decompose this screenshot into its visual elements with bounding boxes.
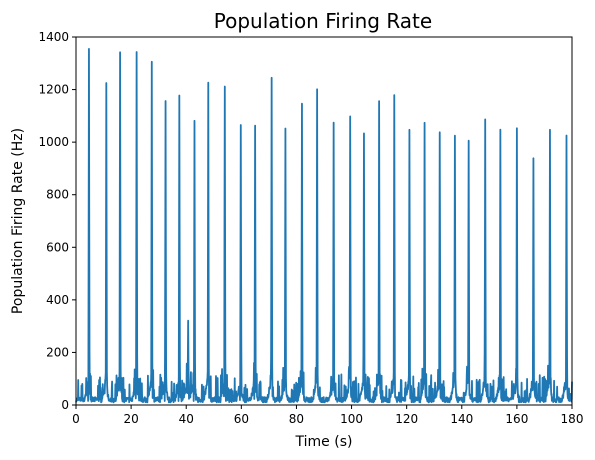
y-axis: 0 200 400 600 800 1000 1200 1400 <box>38 30 76 412</box>
y-axis-label: Population Firing Rate (Hz) <box>10 128 26 314</box>
x-axis: 0 20 40 60 80 100 120 140 160 180 <box>72 405 583 426</box>
plot-frame <box>75 36 573 406</box>
x-tick-label: 180 <box>561 412 584 426</box>
y-tick-label: 1400 <box>38 30 69 44</box>
firing-rate-series-line <box>75 47 573 404</box>
y-tick-label: 200 <box>46 345 69 359</box>
x-tick-label: 80 <box>289 412 304 426</box>
y-tick-label: 400 <box>46 293 69 307</box>
y-tick-label: 1000 <box>38 135 69 149</box>
x-tick-label: 40 <box>179 412 194 426</box>
x-tick-label: 0 <box>72 412 80 426</box>
x-tick-label: 120 <box>395 412 418 426</box>
x-tick-label: 140 <box>450 412 473 426</box>
plot-area <box>75 47 573 404</box>
y-tick-label: 800 <box>46 188 69 202</box>
y-tick-label: 0 <box>61 398 69 412</box>
x-tick-label: 60 <box>234 412 249 426</box>
chart-title: Population Firing Rate <box>214 9 432 33</box>
y-tick-label: 1200 <box>38 83 69 97</box>
x-tick-label: 100 <box>340 412 363 426</box>
x-axis-label: Time (s) <box>295 434 353 450</box>
y-tick-label: 600 <box>46 240 69 254</box>
x-tick-label: 20 <box>123 412 138 426</box>
x-tick-label: 160 <box>505 412 528 426</box>
